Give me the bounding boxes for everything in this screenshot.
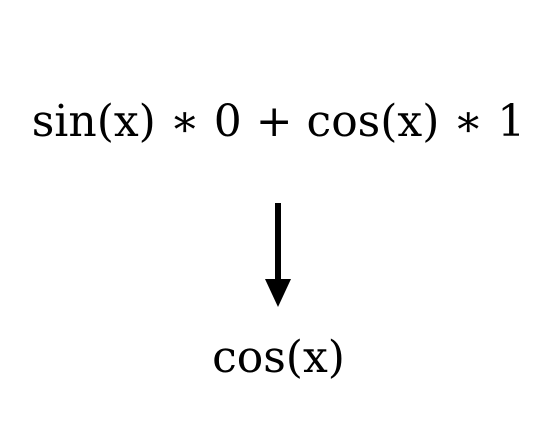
output-expression: cos(x)	[212, 332, 345, 383]
input-expression: sin(x) ∗ 0 + cos(x) ∗ 1	[31, 96, 526, 147]
down-arrow-icon	[265, 203, 291, 307]
